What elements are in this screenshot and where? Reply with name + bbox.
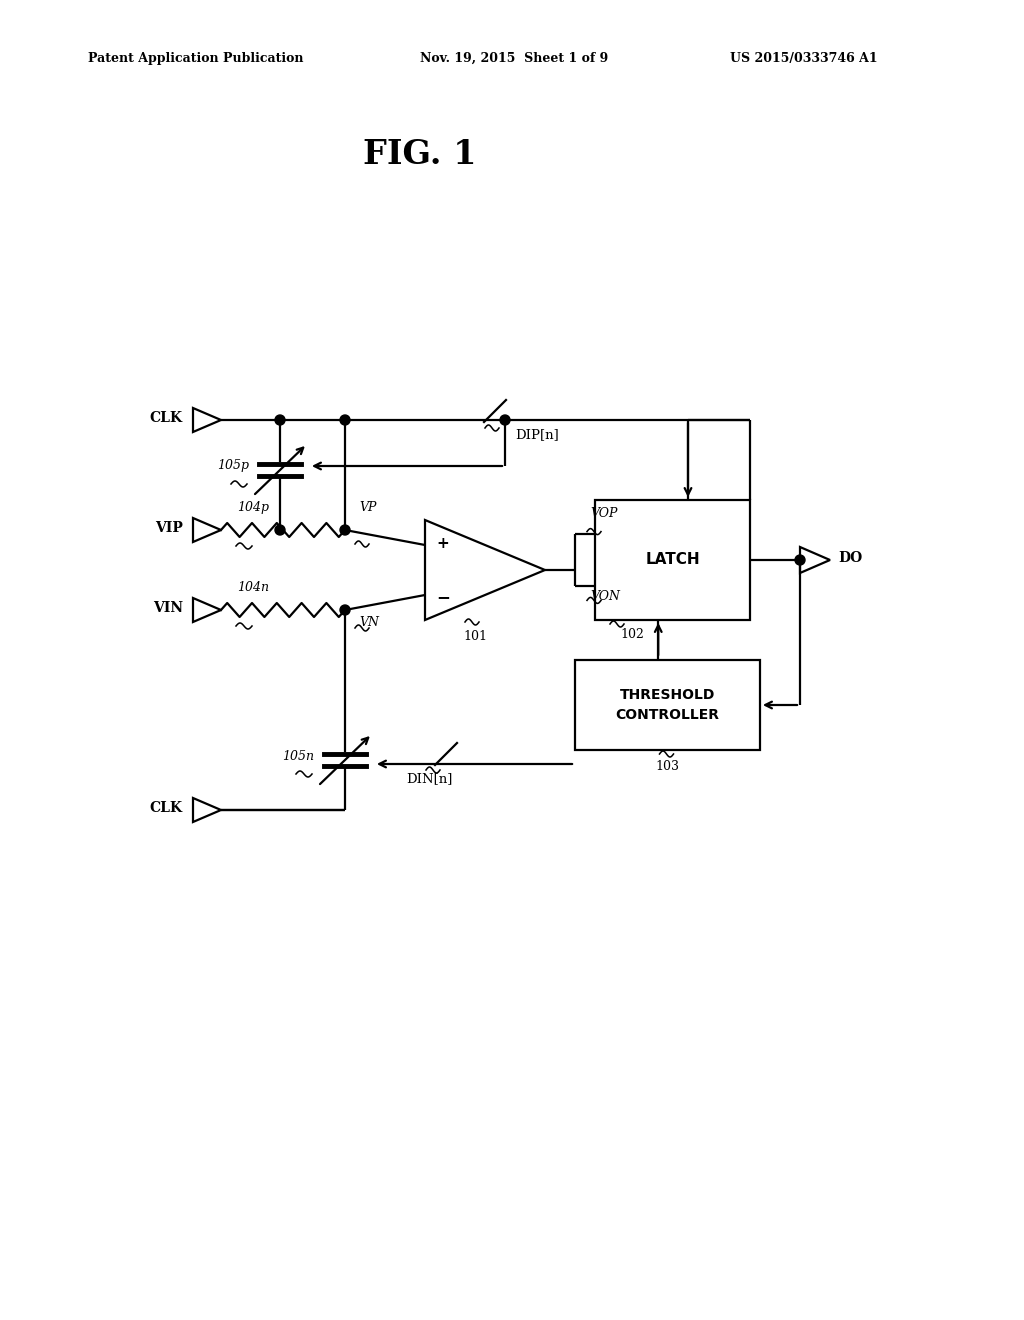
Text: 101: 101 — [463, 630, 487, 643]
Text: 104n: 104n — [237, 581, 269, 594]
Circle shape — [340, 414, 350, 425]
Circle shape — [795, 554, 805, 565]
Text: VN: VN — [359, 616, 379, 630]
Text: CONTROLLER: CONTROLLER — [615, 708, 720, 722]
Text: DIN[n]: DIN[n] — [406, 772, 453, 785]
Text: 103: 103 — [655, 760, 680, 774]
Text: FIG. 1: FIG. 1 — [364, 139, 477, 172]
Text: DO: DO — [838, 550, 862, 565]
Circle shape — [340, 525, 350, 535]
Text: VP: VP — [359, 502, 377, 513]
Circle shape — [275, 525, 285, 535]
Bar — [595, 500, 750, 620]
Circle shape — [275, 414, 285, 425]
Text: LATCH: LATCH — [645, 553, 699, 568]
Text: THRESHOLD: THRESHOLD — [620, 688, 715, 702]
Text: VIP: VIP — [155, 521, 183, 535]
Circle shape — [500, 414, 510, 425]
Text: 104p: 104p — [237, 502, 269, 513]
Text: VON: VON — [590, 590, 620, 603]
Text: US 2015/0333746 A1: US 2015/0333746 A1 — [730, 51, 878, 65]
Text: Patent Application Publication: Patent Application Publication — [88, 51, 303, 65]
Text: VOP: VOP — [590, 507, 617, 520]
Text: 105p: 105p — [217, 459, 249, 473]
Text: 102: 102 — [620, 628, 644, 642]
Bar — [575, 660, 760, 750]
Text: CLK: CLK — [150, 801, 183, 814]
Text: −: − — [436, 587, 450, 606]
Circle shape — [340, 605, 350, 615]
Text: Nov. 19, 2015  Sheet 1 of 9: Nov. 19, 2015 Sheet 1 of 9 — [420, 51, 608, 65]
Text: VIN: VIN — [153, 601, 183, 615]
Text: CLK: CLK — [150, 411, 183, 425]
Text: +: + — [436, 536, 450, 550]
Text: 105n: 105n — [282, 750, 314, 763]
Text: DIP[n]: DIP[n] — [515, 428, 559, 441]
